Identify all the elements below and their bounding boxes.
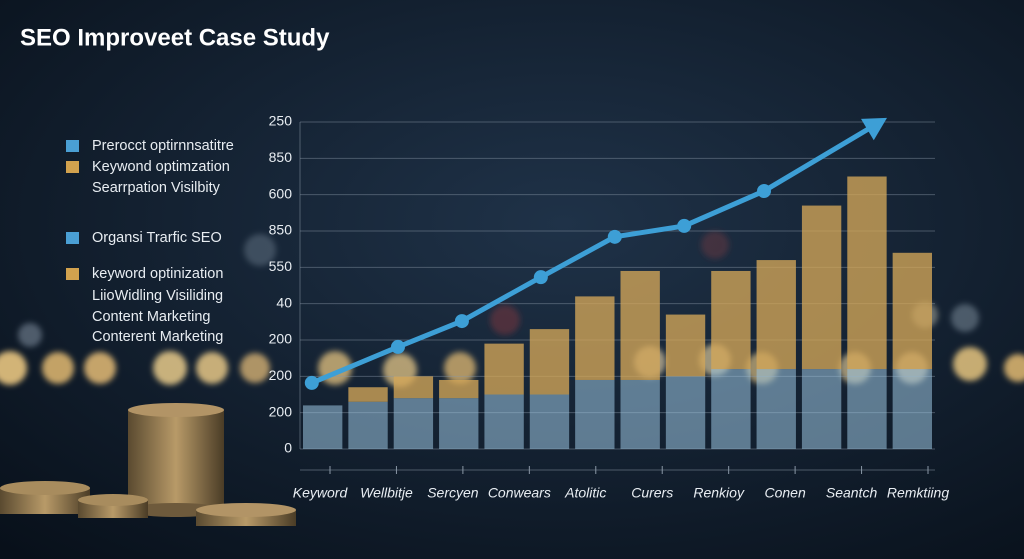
legend-label: keyword optinization: [92, 266, 223, 282]
trend-line: [309, 119, 883, 386]
y-tick-label: 200: [269, 331, 293, 347]
bar-segment: [756, 369, 796, 449]
legend-swatch: [66, 268, 79, 280]
line-point: [607, 229, 622, 244]
x-tick-label: Wellbitje: [360, 485, 413, 501]
x-tick-label: Atolitic: [564, 485, 606, 501]
bar-segment: [711, 369, 751, 449]
legend-label: Content Marketing: [92, 309, 210, 325]
arrow-head: [861, 117, 887, 141]
legend-label: Organsi Trarfic SEO: [92, 230, 222, 246]
bar-segment: [484, 343, 524, 395]
x-tick-label: Renkioy: [693, 485, 745, 501]
bar-segment: [303, 405, 343, 449]
coins: [0, 403, 296, 526]
x-tick-label: Curers: [631, 485, 673, 501]
y-tick-label: 250: [269, 113, 293, 129]
x-tick-label: Conen: [764, 485, 805, 501]
legend-swatch: [66, 161, 79, 173]
y-tick-label: 200: [269, 403, 293, 419]
line-point: [454, 314, 469, 329]
bar-segment: [439, 379, 479, 399]
bar-segment: [711, 270, 751, 370]
bar-segment: [620, 270, 660, 380]
bar-segment: [348, 387, 388, 402]
line-point: [533, 270, 548, 285]
line-point: [390, 339, 405, 354]
legend-label: Conterent Marketing: [92, 329, 223, 345]
line-point: [304, 375, 319, 390]
bar-segment: [847, 369, 887, 449]
legend-label: LiioWidling Visiliding: [92, 288, 223, 304]
x-tick-label: Conwears: [488, 485, 551, 501]
x-tick-label: Remktiing: [887, 485, 949, 501]
y-tick-label: 850: [269, 149, 293, 165]
line-point: [757, 184, 772, 199]
y-tick-label: 200: [269, 367, 293, 383]
bar-segment: [892, 369, 932, 449]
y-tick-label: 850: [269, 222, 293, 238]
x-tick-label: Seantch: [826, 485, 878, 501]
bar-segment: [665, 376, 706, 449]
y-tick-label: 40: [276, 294, 292, 310]
x-tick-label: Keyword: [293, 485, 349, 501]
bar-segment: [529, 329, 570, 395]
legend-label: Keywond optimzation: [92, 159, 230, 175]
bar-segment: [801, 369, 842, 449]
y-tick-label: 550: [269, 258, 293, 274]
bar-segment: [801, 205, 842, 370]
bar-segment: [393, 376, 434, 399]
bar-segment: [892, 252, 932, 370]
bar-segment: [575, 379, 615, 449]
bar-segment: [620, 379, 660, 449]
y-tick-label: 0: [284, 440, 292, 456]
legend-swatch: [66, 232, 79, 244]
legend-label: Prerocct optirnnsatitre: [92, 138, 234, 154]
bar-segment: [756, 260, 796, 370]
bar-segment: [575, 296, 615, 380]
bar-segment: [847, 176, 887, 370]
plot: 0 200 200 200 40 550 850 600 850 250 Prerocct opti…: [66, 113, 949, 501]
x-tick-label: Sercyen: [427, 485, 479, 501]
bar-segment: [484, 394, 524, 449]
line-point: [677, 218, 692, 233]
chart-title: SEO Improveet Case Study: [20, 24, 330, 51]
bar-segment: [665, 314, 706, 377]
legend-label: Searrpation Visilbity: [92, 180, 221, 196]
bar-segment: [529, 394, 570, 449]
y-tick-label: 600: [269, 185, 293, 201]
bar-segment: [348, 401, 388, 449]
bar-segment: [393, 398, 434, 449]
legend-swatch: [66, 140, 79, 152]
bar-segment: [439, 398, 479, 449]
